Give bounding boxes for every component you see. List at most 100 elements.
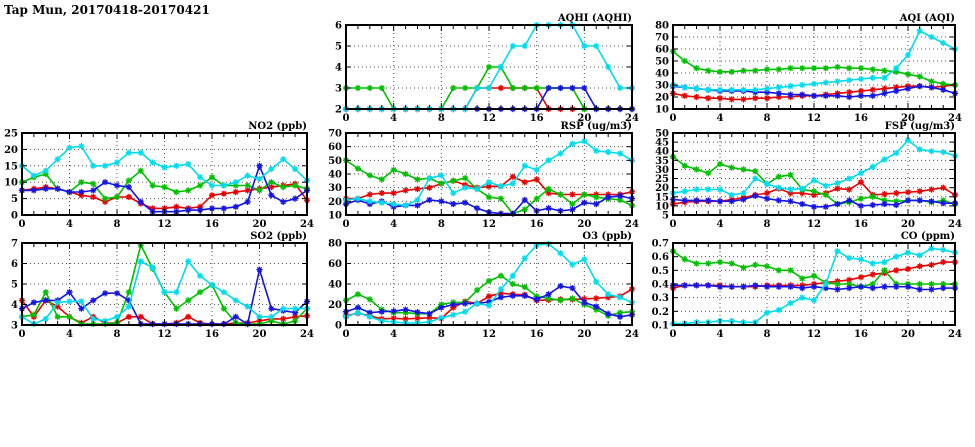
chart-title: AQHI (AQHI)	[557, 13, 632, 24]
plot-border	[345, 132, 633, 216]
y-axis-tick-label: 40	[655, 69, 669, 80]
x-axis-tick-label: 0	[19, 329, 26, 340]
x-axis-tick-label: 16	[854, 329, 868, 340]
x-axis-tick-label: 20	[577, 219, 591, 230]
y-axis-tick-label: 3	[11, 321, 18, 332]
y-axis-tick-label: 20	[4, 145, 18, 156]
y-axis-tick-label: 70	[328, 129, 342, 140]
y-axis-tick-label: 80	[655, 21, 669, 32]
y-axis-tick-label: 0.5	[652, 266, 669, 277]
x-axis-tick-label: 20	[901, 329, 915, 340]
x-axis-tick-label: 16	[854, 113, 868, 124]
x-axis-tick-label: 20	[901, 219, 915, 230]
x-axis-tick-label: 8	[114, 219, 121, 230]
y-axis-tick-label: 20	[655, 93, 669, 104]
chart-title: SO2 (ppb)	[250, 231, 307, 242]
x-axis-tick-label: 12	[807, 219, 821, 230]
x-axis-tick-label: 4	[66, 219, 73, 230]
series-markers-green	[18, 241, 311, 328]
x-axis-tick-label: 12	[807, 113, 821, 124]
x-axis-tick-label: 24	[948, 113, 962, 124]
x-axis-tick-label: 8	[764, 329, 771, 340]
x-axis-tick-label: 20	[577, 113, 591, 124]
x-axis-tick-label: 8	[764, 113, 771, 124]
x-axis-tick-label: 12	[158, 219, 172, 230]
x-axis-tick-label: 4	[717, 329, 724, 340]
y-axis-tick-label: 3	[335, 84, 342, 95]
x-axis-tick-label: 0	[670, 113, 677, 124]
plot-border	[672, 132, 956, 216]
y-axis-tick-label: 30	[655, 81, 669, 92]
y-axis-tick-label: 0.1	[652, 321, 669, 332]
x-axis-tick-label: 16	[205, 219, 219, 230]
y-axis-tick-label: 6	[11, 259, 18, 270]
x-axis-tick-label: 0	[343, 329, 350, 340]
x-axis-tick-label: 24	[625, 329, 639, 340]
x-axis-tick-label: 4	[390, 113, 397, 124]
x-axis-tick-label: 12	[482, 113, 496, 124]
chart-aqhi: 2 3 4 5 6 0 4 8 12 16 20 24 AQHI (AQHI)	[335, 13, 639, 124]
y-axis-tick-label: 60	[328, 259, 342, 270]
x-axis-tick-label: 24	[948, 219, 962, 230]
y-axis-tick-label: 20	[328, 197, 342, 208]
x-axis-tick-label: 24	[300, 329, 314, 340]
y-axis-tick-label: 0.6	[652, 252, 669, 263]
x-axis-tick-label: 8	[438, 113, 445, 124]
x-axis-tick-label: 16	[205, 329, 219, 340]
x-axis-tick-label: 16	[854, 219, 868, 230]
x-axis-tick-label: 8	[438, 219, 445, 230]
plot-border	[345, 242, 633, 326]
y-axis-tick-label: 70	[655, 33, 669, 44]
y-axis-tick-label: 5	[335, 42, 342, 53]
y-axis-tick-label: 10	[328, 211, 342, 222]
chart-rsp: 10 20 30 40 50 60 70 0 4 8 12 16 20 24 RSP (ug/m3)	[328, 121, 639, 230]
plot-border	[345, 24, 633, 110]
x-axis-tick-label: 24	[948, 329, 962, 340]
series-markers-blue	[342, 282, 636, 320]
x-axis-tick-label: 4	[717, 219, 724, 230]
x-axis-tick-label: 12	[807, 329, 821, 340]
y-axis-tick-label: 15	[655, 192, 669, 203]
chart-so2: 3 4 5 6 7 0 4 8 12 16 20 24 SO2 (ppb)	[11, 231, 314, 340]
y-axis-tick-label: 5	[662, 211, 669, 222]
y-axis-tick-label: 0.4	[652, 280, 669, 291]
y-axis-tick-label: 0.2	[652, 307, 669, 318]
x-axis-tick-label: 12	[158, 329, 172, 340]
x-axis-tick-label: 0	[670, 219, 677, 230]
plot-border	[21, 132, 308, 216]
y-axis-tick-label: 4	[335, 63, 342, 74]
y-axis-tick-label: 0.7	[652, 239, 669, 250]
y-axis-tick-label: 50	[655, 57, 669, 68]
x-axis-tick-label: 4	[66, 329, 73, 340]
x-axis-tick-label: 0	[343, 113, 350, 124]
y-axis-tick-label: 25	[655, 174, 669, 185]
y-axis-tick-label: 10	[655, 201, 669, 212]
x-axis-tick-label: 16	[530, 219, 544, 230]
y-axis-tick-label: 50	[328, 156, 342, 167]
x-axis-tick-label: 24	[300, 219, 314, 230]
y-axis-tick-label: 4	[11, 300, 18, 311]
x-axis-tick-label: 16	[530, 113, 544, 124]
chart-no2: 0 5 10 15 20 25 0 4 8 12 16 20 24 NO2 (ppb)	[4, 121, 314, 230]
chart-title: CO (ppm)	[901, 231, 955, 242]
y-axis-tick-label: 40	[328, 170, 342, 181]
x-axis-tick-label: 4	[390, 329, 397, 340]
x-axis-tick-label: 4	[717, 113, 724, 124]
x-axis-tick-label: 8	[764, 219, 771, 230]
chart-title: O3 (ppb)	[582, 231, 632, 242]
y-axis-tick-label: 35	[655, 156, 669, 167]
y-axis-tick-label: 40	[328, 280, 342, 291]
x-axis-tick-label: 4	[390, 219, 397, 230]
chart-title: RSP (ug/m3)	[561, 121, 632, 132]
chart-co: 0.1 0.2 0.3 0.4 0.5 0.6 0.7 0 4 8 12 16 20 24 CO (ppm)	[652, 231, 962, 340]
y-axis-tick-label: 20	[328, 300, 342, 311]
y-axis-tick-label: 60	[328, 142, 342, 153]
x-axis-tick-label: 8	[438, 329, 445, 340]
chart-title: NO2 (ppb)	[248, 121, 307, 132]
y-axis-tick-label: 30	[655, 165, 669, 176]
x-axis-tick-label: 16	[530, 329, 544, 340]
x-axis-tick-label: 20	[577, 329, 591, 340]
